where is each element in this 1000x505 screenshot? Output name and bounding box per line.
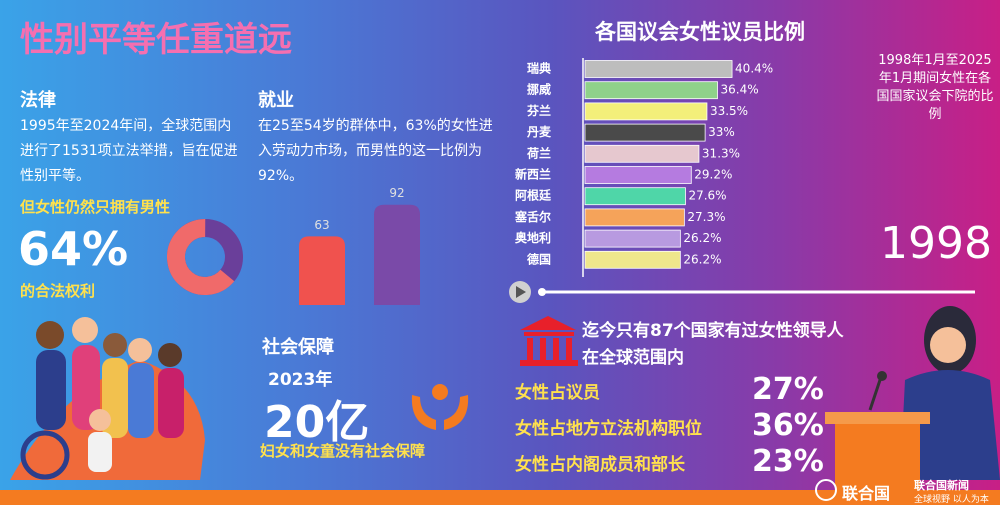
category-label: 挪威 — [527, 82, 551, 97]
bar — [584, 250, 681, 269]
section-text: 在25至54岁的群体中，63%的女性进入劳动力市场，而男性的这一比例为92%。 — [258, 118, 493, 184]
bar — [584, 123, 706, 142]
leader-label: 女性占议员 — [515, 383, 600, 403]
highlight: 妇女和女童没有社会保障 — [260, 442, 426, 460]
value-label: 31.3% — [702, 146, 740, 160]
section-text: 1995年至2024年间，全球范围内进行了1531项立法举措，旨在促进性别平等。 — [20, 118, 238, 184]
category-label: 荷兰 — [526, 145, 551, 160]
leader-value: 23% — [752, 444, 824, 479]
section-heading: 就业 — [258, 90, 294, 111]
bar — [584, 81, 718, 100]
year-label: 1998 — [880, 218, 992, 269]
value-label: 33.5% — [710, 104, 748, 118]
bar — [584, 60, 733, 78]
leader-label: 女性占地方立法机构职位 — [515, 419, 702, 439]
bar — [584, 102, 708, 121]
highlight: 的合法权利 — [20, 282, 96, 300]
women-illustration — [10, 317, 205, 480]
annotation: 1998年1月至2025年1月期间女性在各国国家议会下院的比例 — [876, 53, 994, 122]
bar — [584, 144, 700, 163]
section-heading: 社会保障 — [262, 337, 334, 358]
highlight: 但女性仍然只拥有男性 — [20, 198, 171, 216]
speaker-illustration — [825, 306, 1000, 490]
donut-segment — [167, 219, 243, 295]
chart-title: 各国议会女性议员比例 — [595, 20, 805, 44]
leaders-text: 迄今只有87个国家有过女性领导人 — [582, 321, 844, 341]
bar — [584, 208, 685, 227]
category-label: 阿根廷 — [515, 188, 552, 203]
value-label: 33% — [708, 125, 735, 139]
value-label: 63 — [314, 218, 329, 232]
category-label: 瑞典 — [527, 61, 551, 76]
bar — [299, 236, 345, 305]
category-label: 新西兰 — [515, 167, 551, 182]
page-title: 性别平等任重道远 — [20, 20, 292, 60]
hands-icon — [411, 384, 469, 430]
bar — [584, 166, 692, 184]
category-label: 德国 — [527, 251, 551, 266]
bar — [584, 187, 686, 206]
footer-strip — [0, 490, 1000, 505]
value-label: 40.4% — [735, 62, 773, 76]
value-label: 26.2% — [683, 252, 721, 266]
value-label: 29.2% — [694, 168, 732, 182]
leader-value: 27% — [752, 372, 824, 407]
category-label: 芬兰 — [526, 103, 551, 118]
play-icon — [516, 286, 526, 298]
value-label: 36.4% — [720, 83, 758, 97]
leader-value: 36% — [752, 408, 824, 443]
value-label: 27.6% — [688, 189, 726, 203]
value-label: 26.2% — [683, 231, 721, 245]
un-name: 联合国 — [842, 484, 891, 503]
news-name: 联合国新闻 — [914, 479, 969, 492]
leaders-text: 在全球范围内 — [582, 348, 684, 368]
un-logo — [815, 479, 837, 501]
category-label: 奥地利 — [515, 230, 551, 245]
big-number: 20亿 — [264, 397, 370, 448]
big-number: 64% — [18, 222, 129, 276]
leader-label: 女性占内阁成员和部长 — [515, 455, 685, 475]
section-heading: 法律 — [20, 90, 56, 111]
year: 2023年 — [268, 370, 333, 390]
building-icon — [520, 316, 578, 366]
value-label: 27.3% — [687, 210, 725, 224]
bar — [374, 204, 420, 305]
category-label: 丹麦 — [527, 124, 552, 139]
slogan: 全球视野 以人为本 — [914, 495, 989, 505]
category-label: 塞舌尔 — [515, 209, 551, 224]
timeline-knob[interactable] — [538, 288, 546, 296]
value-label: 92 — [389, 186, 404, 200]
bar — [584, 229, 681, 248]
